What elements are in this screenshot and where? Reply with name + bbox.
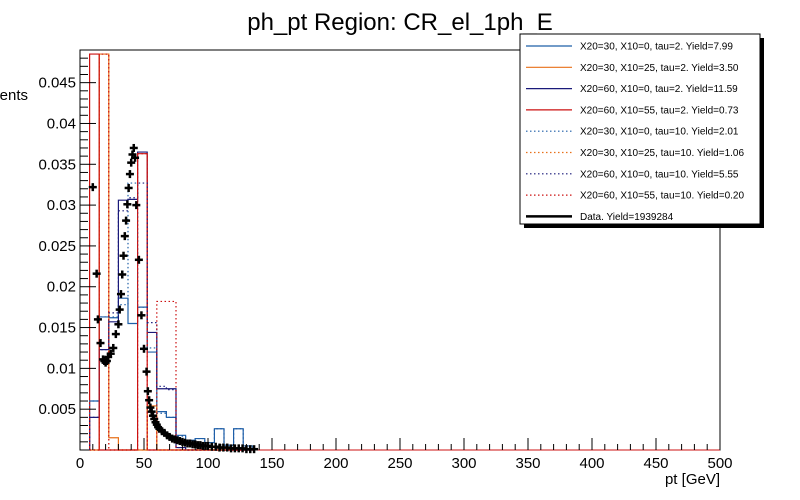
chart-title: ph_pt Region: CR_el_1ph_E — [247, 9, 553, 36]
legend-entry-label: X20=60, X10=55, tau=10. Yield=0.20 — [580, 191, 744, 202]
data-point — [93, 315, 102, 324]
data-point — [131, 153, 140, 162]
legend-entry-label: X20=60, X10=0, tau=10. Yield=5.55 — [580, 169, 739, 180]
data-point — [96, 339, 105, 348]
series-2-histogram — [89, 53, 253, 451]
y-tick-label: 0.015 — [38, 320, 76, 337]
x-tick-label: 350 — [515, 455, 540, 472]
legend-entry-label: X20=30, X10=0, tau=2. Yield=7.99 — [580, 42, 733, 53]
data-point — [88, 183, 97, 192]
data-point — [124, 183, 133, 192]
data-point — [140, 344, 148, 353]
data-point — [146, 403, 155, 412]
series-7-histogram — [89, 182, 253, 451]
data-point — [111, 330, 120, 339]
series-4-histogram — [89, 53, 253, 451]
x-tick-label: 100 — [195, 455, 220, 472]
series-5-histogram — [89, 182, 254, 450]
data-point — [116, 290, 125, 299]
x-tick-label: 250 — [387, 455, 412, 472]
legend-box — [519, 33, 761, 225]
legend-entry-label: X20=60, X10=0, tau=2. Yield=11.59 — [580, 84, 738, 95]
data-point — [122, 216, 131, 225]
data-point — [118, 270, 127, 279]
x-tick-label: 400 — [579, 455, 604, 472]
data-point — [125, 170, 134, 179]
x-tick-label: 150 — [259, 455, 284, 472]
data-point — [115, 305, 124, 314]
data-point — [250, 445, 259, 454]
data-point — [142, 367, 151, 376]
series-8-histogram — [89, 53, 253, 451]
legend-entry-label: Data. Yield=1939284 — [580, 212, 674, 223]
x-axis-label: pt [GeV] — [665, 471, 720, 488]
data-point — [132, 201, 141, 210]
data-point — [123, 200, 132, 209]
x-tick-label: 300 — [451, 455, 476, 472]
legend-entry-label: X20=30, X10=25, tau=10. Yield=1.06 — [580, 148, 744, 159]
data-point — [119, 251, 128, 260]
series-1-histogram — [89, 297, 254, 450]
x-tick-label: 500 — [707, 455, 732, 472]
data-point — [145, 396, 154, 405]
data-point — [109, 343, 118, 352]
data-point — [137, 311, 146, 320]
data-point — [102, 357, 111, 366]
series-3-histogram — [89, 151, 253, 451]
x-tick-label: 50 — [136, 455, 153, 472]
data-point — [129, 143, 138, 152]
y-tick-label: 0.03 — [47, 197, 76, 214]
axes: 0 50 100 150 200 250 300 350 400 450 500 0.005 0.01 0… — [38, 57, 733, 472]
data-point — [120, 232, 129, 241]
y-tick-label: 0.035 — [38, 156, 76, 173]
y-tick-label: 0.025 — [38, 238, 76, 255]
y-tick-label: 0.01 — [47, 360, 76, 377]
y-tick-label: 0.005 — [38, 401, 76, 418]
x-tick-label: 200 — [323, 455, 348, 472]
y-tick-label: 0.04 — [47, 115, 76, 132]
data-point — [147, 407, 156, 416]
legend-entry-label: X20=30, X10=25, tau=2. Yield=3.50 — [580, 63, 739, 74]
data-point — [92, 269, 101, 278]
x-tick-label: 450 — [643, 455, 668, 472]
data-point — [127, 158, 136, 167]
data-points-layer — [88, 143, 259, 454]
data-point — [114, 320, 123, 329]
legend-entry-label: X20=30, X10=0, tau=10. Yield=2.01 — [580, 127, 739, 138]
y-axis-label: Events — [0, 87, 28, 104]
data-point — [134, 255, 143, 264]
data-point — [143, 387, 152, 396]
legend: X20=30, X10=0, tau=2. Yield=7.99 X20=30, … — [519, 33, 764, 228]
series-6-histogram — [89, 53, 253, 451]
x-tick-label: 0 — [76, 455, 84, 472]
data-point — [106, 349, 115, 358]
legend-entry-label: X20=60, X10=55, tau=2. Yield=0.73 — [580, 105, 739, 116]
y-tick-label: 0.02 — [47, 279, 76, 296]
y-tick-label: 0.045 — [38, 75, 76, 92]
